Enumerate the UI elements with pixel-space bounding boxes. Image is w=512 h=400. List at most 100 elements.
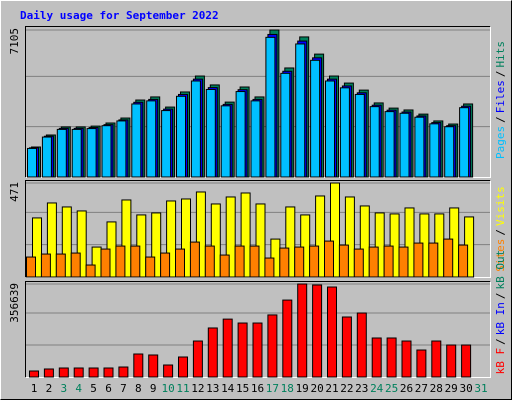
x-tick-label: 31 bbox=[474, 382, 487, 395]
legend-entry: Hits bbox=[494, 41, 507, 68]
x-tick-label: 26 bbox=[400, 382, 413, 395]
bar bbox=[431, 340, 442, 378]
bar bbox=[85, 264, 96, 278]
bar bbox=[71, 128, 82, 178]
bar bbox=[279, 247, 290, 278]
bar bbox=[181, 198, 191, 278]
legend-separator: / bbox=[494, 338, 507, 345]
bar bbox=[339, 87, 350, 178]
bar bbox=[73, 367, 84, 378]
bar bbox=[210, 203, 221, 278]
legend: Sites / Visits bbox=[494, 186, 507, 272]
bar bbox=[310, 59, 321, 178]
panel-bevel bbox=[25, 26, 491, 178]
x-tick-label: 13 bbox=[206, 382, 219, 395]
x-tick-label: 18 bbox=[281, 382, 294, 395]
bar bbox=[175, 248, 185, 278]
x-tick-label: 27 bbox=[415, 382, 428, 395]
x-tick-label: 28 bbox=[430, 382, 443, 395]
legend-separator: / bbox=[494, 292, 507, 299]
bar bbox=[330, 182, 340, 278]
x-tick-label: 10 bbox=[161, 382, 174, 395]
bar bbox=[384, 111, 395, 178]
bar bbox=[327, 286, 337, 378]
x-tick-label: 4 bbox=[75, 382, 82, 395]
bar bbox=[32, 217, 42, 278]
legend-entry: Visits bbox=[494, 186, 507, 226]
bar bbox=[56, 128, 67, 178]
x-tick-label: 7 bbox=[120, 382, 127, 395]
bar bbox=[225, 196, 236, 278]
bar bbox=[414, 116, 425, 178]
bar bbox=[324, 240, 334, 278]
bar bbox=[192, 340, 203, 378]
bar bbox=[76, 210, 87, 278]
bar bbox=[353, 248, 364, 278]
bar bbox=[250, 100, 261, 178]
bar bbox=[458, 244, 469, 278]
x-tick-label: 14 bbox=[221, 382, 235, 395]
bar bbox=[88, 367, 99, 378]
bar bbox=[176, 95, 186, 178]
bar bbox=[461, 344, 472, 378]
bar bbox=[416, 349, 427, 378]
bar bbox=[325, 80, 335, 178]
legend-entry: kB In bbox=[494, 302, 507, 335]
legend-entry: Sites bbox=[494, 239, 507, 272]
bar bbox=[29, 370, 39, 378]
x-tick-label: 30 bbox=[459, 382, 472, 395]
bar bbox=[118, 366, 129, 378]
bar bbox=[101, 125, 112, 178]
x-tick-label: 25 bbox=[385, 382, 398, 395]
y-tick-label: 7105 bbox=[8, 28, 21, 55]
bar bbox=[369, 106, 380, 178]
bar bbox=[178, 356, 188, 378]
bar bbox=[295, 43, 306, 178]
bar bbox=[189, 241, 200, 278]
bar bbox=[219, 254, 230, 278]
bar bbox=[204, 245, 215, 278]
bar bbox=[398, 246, 409, 278]
x-tick-label: 8 bbox=[135, 382, 142, 395]
x-tick-label: 22 bbox=[340, 382, 353, 395]
bar bbox=[404, 207, 415, 278]
bar bbox=[280, 72, 291, 178]
bar bbox=[265, 36, 276, 178]
bar bbox=[444, 126, 455, 178]
bar bbox=[389, 213, 400, 278]
bar bbox=[220, 105, 231, 178]
bar bbox=[190, 80, 201, 178]
bar bbox=[294, 246, 305, 278]
bar bbox=[429, 123, 440, 178]
legend-separator: / bbox=[494, 71, 507, 78]
x-tick-label: 9 bbox=[150, 382, 157, 395]
x-tick-label: 1 bbox=[31, 382, 38, 395]
x-tick-label: 6 bbox=[105, 382, 112, 395]
x-tick-label: 23 bbox=[355, 382, 368, 395]
bar bbox=[61, 206, 72, 278]
bar bbox=[70, 252, 81, 278]
bar bbox=[264, 257, 275, 278]
bar bbox=[249, 245, 260, 278]
y-tick-label: 471 bbox=[8, 182, 21, 202]
x-tick-label: 5 bbox=[90, 382, 97, 395]
bar bbox=[368, 246, 379, 278]
legend: kB F / kB In / kB Out bbox=[494, 250, 507, 375]
bar bbox=[356, 312, 367, 378]
legend-entry: Files bbox=[494, 80, 507, 113]
bar bbox=[46, 202, 57, 278]
bar bbox=[297, 283, 308, 378]
bar bbox=[100, 248, 111, 278]
bar bbox=[315, 195, 326, 278]
bar bbox=[222, 318, 233, 378]
bar bbox=[207, 327, 218, 378]
bar bbox=[285, 206, 296, 278]
bar bbox=[240, 192, 251, 278]
x-tick-label: 24 bbox=[370, 382, 384, 395]
bar bbox=[130, 245, 141, 278]
bar bbox=[145, 256, 156, 278]
bar bbox=[58, 367, 69, 378]
panel-bevel bbox=[25, 281, 491, 378]
